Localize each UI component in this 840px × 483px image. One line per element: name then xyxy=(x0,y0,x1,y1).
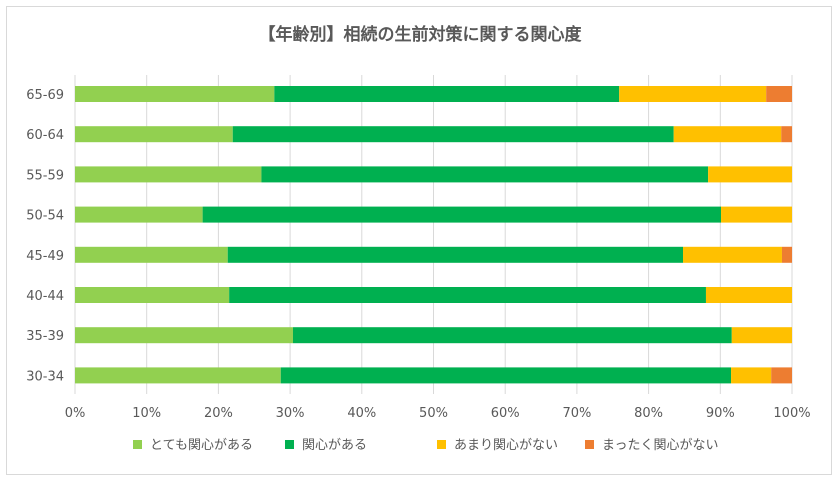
category-label: 65-69 xyxy=(26,88,64,103)
bar-segment xyxy=(292,327,732,344)
category-label: 35-39 xyxy=(26,329,64,344)
x-tick-label: 30% xyxy=(276,406,305,421)
bar-segment xyxy=(232,126,674,143)
bar-segment xyxy=(75,86,275,102)
bar-segment xyxy=(781,246,792,263)
legend-label: まったく関心がない xyxy=(602,438,718,453)
bar-segment xyxy=(619,86,767,102)
category-label: 55-59 xyxy=(26,168,64,183)
legend-label: あまり関心がない xyxy=(454,438,558,453)
legend-label: とても関心がある xyxy=(150,438,253,453)
bar-segment xyxy=(683,246,782,263)
x-tick-label: 60% xyxy=(491,406,520,421)
legend-label: 関心がある xyxy=(302,438,367,453)
category-label: 45-49 xyxy=(26,249,64,264)
bar-segment xyxy=(731,327,792,344)
bar-segment xyxy=(75,206,203,223)
category-labels: 65-69 60-64 55-59 50-54 45-49 40-44 35-39 30-34 xyxy=(26,88,64,384)
bar-segment xyxy=(771,367,792,384)
bar-segment xyxy=(227,246,684,263)
bar-segment xyxy=(229,287,706,303)
category-label: 50-54 xyxy=(26,209,64,224)
legend-swatch xyxy=(585,440,594,449)
bar-segment xyxy=(75,166,262,183)
legend-swatch xyxy=(437,440,446,449)
bar-segment xyxy=(75,246,228,263)
bar-segment xyxy=(75,367,281,384)
gridlines xyxy=(74,75,793,394)
bar-segment xyxy=(731,367,772,384)
chart-frame xyxy=(6,6,832,475)
bar-segment xyxy=(766,86,792,102)
x-tick-label: 20% xyxy=(204,406,233,421)
bar-segment xyxy=(708,166,792,183)
bar-segment xyxy=(261,166,709,183)
bar-segment xyxy=(705,287,792,303)
bar-segment xyxy=(721,206,792,223)
bar-segment xyxy=(274,86,620,102)
chart-title: 【年齢別】相続の生前対策に関する関心度 xyxy=(259,24,583,45)
category-label: 40-44 xyxy=(26,289,64,304)
bar-segment xyxy=(75,327,293,344)
x-tick-label: 70% xyxy=(562,406,591,421)
bar-segment xyxy=(781,126,792,143)
legend-swatch xyxy=(285,440,294,449)
x-tick-label: 100% xyxy=(773,406,810,421)
category-label: 60-64 xyxy=(26,128,64,143)
category-label: 30-34 xyxy=(26,369,64,384)
x-tick-label: 90% xyxy=(706,406,735,421)
bar-segment xyxy=(202,206,722,223)
bar-segment xyxy=(75,287,230,303)
bar-segment xyxy=(280,367,732,384)
bars xyxy=(75,86,792,384)
x-tick-label: 40% xyxy=(347,406,376,421)
x-tick-labels: 0% 10% 20% 30% 40% 50% 60% 70% 80% 90% 100% xyxy=(65,406,811,421)
bar-segment xyxy=(75,126,233,143)
legend-swatch xyxy=(133,440,142,449)
legend: とても関心がある 関心がある あまり関心がない まったく関心がない xyxy=(133,438,718,453)
x-tick-label: 10% xyxy=(132,406,161,421)
bar-segment xyxy=(673,126,782,143)
x-tick-label: 0% xyxy=(65,406,86,421)
x-tick-label: 50% xyxy=(419,406,448,421)
x-tick-label: 80% xyxy=(634,406,663,421)
